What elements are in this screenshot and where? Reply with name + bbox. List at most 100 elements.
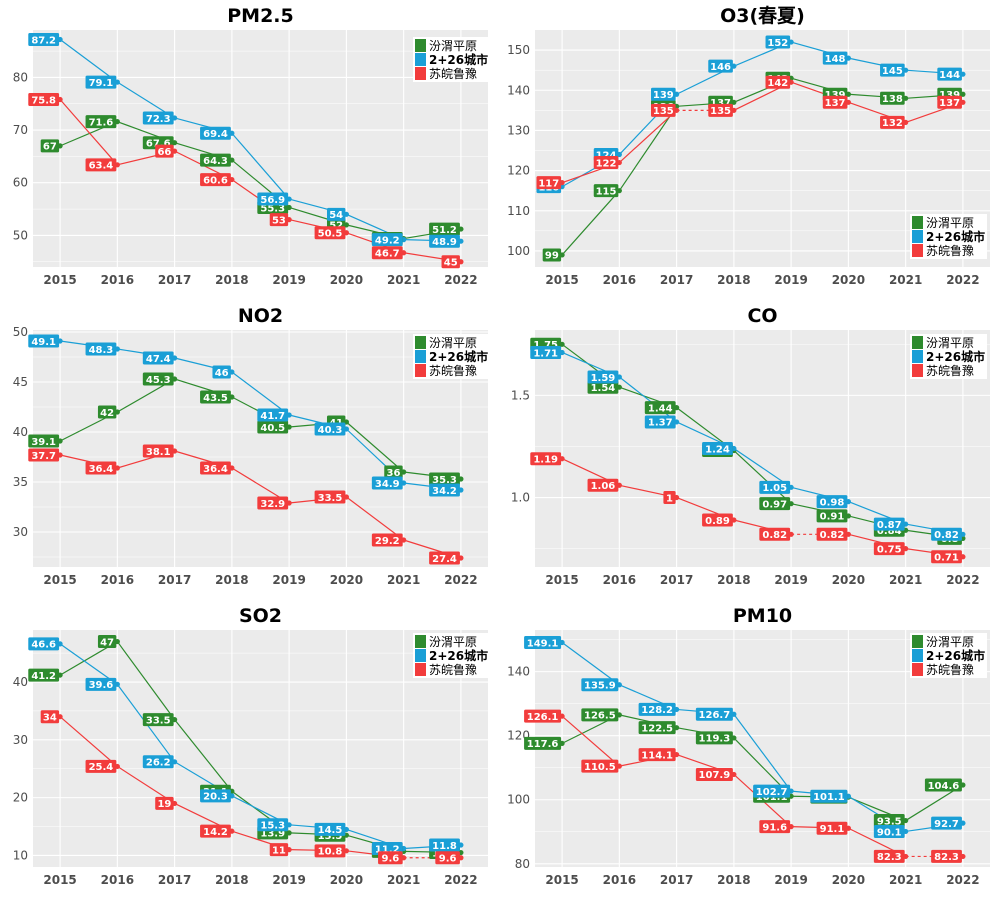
data-label-box: [931, 816, 962, 830]
data-label-text: 10.8: [318, 847, 343, 858]
data-label-text: 46.6: [31, 640, 56, 651]
x-tick-label: 2018: [717, 573, 750, 587]
data-label-text: 138: [882, 94, 903, 105]
x-tick-label: 2015: [545, 873, 578, 887]
data-label: 1.24: [702, 442, 733, 455]
data-label-box: [257, 420, 289, 434]
data-label: 0.89: [702, 513, 733, 527]
data-label-text: 145: [882, 66, 903, 77]
data-label: 47: [97, 635, 117, 649]
data-label-box: [314, 844, 346, 858]
data-label: 29.2: [371, 533, 403, 547]
data-label: 137: [937, 95, 962, 109]
legend-swatch: [415, 53, 426, 66]
data-label: 38.1: [142, 444, 174, 458]
data-label-text: 33.5: [146, 715, 171, 726]
x-tick-label: 2022: [444, 273, 477, 287]
data-label-text: 82.3: [877, 852, 902, 863]
x-tick-label: 2018: [215, 273, 248, 287]
data-label: 145: [880, 63, 905, 77]
x-tick-label: 2018: [717, 873, 750, 887]
data-label: 101.1: [810, 789, 848, 803]
data-label: 0.75: [873, 542, 905, 555]
data-label-box: [371, 476, 403, 490]
data-label: 63.4: [85, 158, 117, 172]
x-tick-label: 2020: [832, 573, 865, 587]
data-label-text: 1.59: [591, 373, 616, 384]
data-label: 11.8: [429, 838, 460, 852]
data-label-text: 14.2: [203, 827, 228, 838]
series-line-segment: [231, 371, 290, 416]
data-label-box: [759, 527, 791, 541]
data-label: 117.6: [524, 736, 562, 750]
data-label-text: 139: [653, 90, 674, 101]
data-label: 107.9: [695, 767, 733, 781]
data-label: 138: [880, 91, 905, 105]
data-label-box: [155, 144, 174, 158]
legend-label: 苏皖鲁豫: [429, 663, 477, 677]
legend-label: 汾渭平原: [926, 216, 974, 230]
data-label-box: [326, 207, 346, 221]
data-label-text: 1.24: [705, 444, 730, 455]
data-label-text: 13.9: [260, 829, 285, 840]
data-label-text: 37.7: [31, 451, 56, 462]
data-label-box: [587, 380, 619, 394]
data-label-text: 1.44: [648, 403, 673, 414]
data-label-box: [200, 153, 231, 167]
data-label-box: [97, 635, 117, 649]
chart-panel-3: 30 35 40 45 50 2015 2016 2017 2018 2019 2020 2021 20…: [13, 305, 490, 587]
data-label: 66: [155, 144, 174, 158]
y-tick-label: 100: [507, 244, 530, 258]
data-label: 46: [212, 365, 231, 379]
x-tick-label: 2021: [889, 573, 922, 587]
data-label-box: [644, 415, 676, 429]
data-label-box: [142, 111, 174, 125]
data-label: 115: [593, 184, 619, 197]
data-label-box: [880, 91, 905, 105]
data-label-box: [28, 334, 60, 348]
data-label-box: [200, 173, 231, 187]
chart-title: CO: [747, 305, 777, 327]
data-label-text: 104.6: [928, 781, 960, 792]
data-label-text: 69.4: [203, 129, 228, 140]
data-label-box: [816, 527, 848, 541]
data-label-box: [931, 527, 962, 541]
legend-label: 2+26城市: [926, 229, 985, 244]
data-label-text: 39.1: [31, 437, 56, 448]
data-label-text: 149.1: [527, 638, 559, 649]
x-tick-label: 2020: [832, 273, 865, 287]
data-label: 48.9: [429, 234, 460, 248]
data-label-text: 34: [43, 713, 57, 724]
data-label-text: 126.7: [699, 710, 731, 721]
data-label-text: 137: [710, 98, 731, 109]
data-label-text: 1: [666, 493, 673, 504]
data-label-box: [212, 365, 231, 379]
data-label-text: 9.6: [439, 854, 457, 865]
x-tick-label: 2018: [717, 273, 750, 287]
data-label-box: [85, 461, 117, 475]
x-tick-label: 2016: [101, 273, 134, 287]
data-label: 41.2: [28, 668, 60, 682]
data-label: 102.7: [753, 784, 791, 798]
data-label: 60.6: [200, 173, 231, 186]
data-label: 92.7: [931, 816, 962, 830]
y-tick-label: 1.0: [511, 491, 530, 505]
data-label-text: 42: [100, 408, 114, 419]
data-label-box: [200, 461, 231, 475]
x-tick-label: 2019: [774, 873, 807, 887]
data-label: 71.6: [85, 115, 117, 128]
legend-label: 汾渭平原: [429, 635, 477, 649]
data-label-box: [142, 755, 174, 769]
legend-label: 汾渭平原: [926, 635, 974, 649]
data-label: 0.87: [873, 517, 905, 531]
legend-swatch: [415, 336, 426, 349]
data-label: 0.82: [816, 527, 848, 541]
data-label: 1.54: [587, 380, 619, 394]
data-label-box: [85, 759, 117, 773]
x-tick-label: 2017: [158, 873, 191, 887]
data-label: 135: [651, 103, 676, 117]
data-label-text: 55.3: [260, 203, 285, 214]
data-label-text: 137: [939, 98, 960, 109]
chart-panel-2: 100 110 120 130 140 150 2015 2016 2017 2018 2019 20…: [507, 4, 990, 287]
